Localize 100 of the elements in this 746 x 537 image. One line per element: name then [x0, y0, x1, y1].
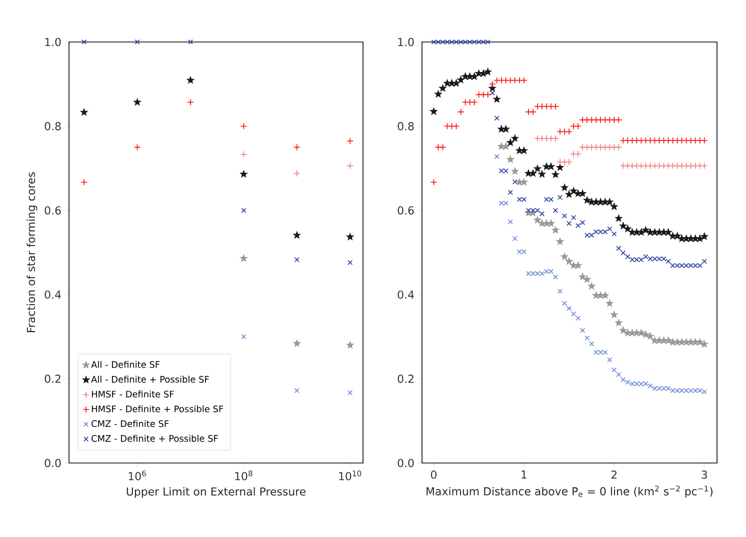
point — [187, 98, 194, 106]
point — [638, 329, 645, 336]
point — [188, 39, 194, 45]
point — [700, 162, 708, 170]
x-tick-label: 0 — [430, 470, 436, 479]
point — [293, 144, 300, 151]
point — [700, 340, 708, 348]
point — [692, 162, 699, 170]
point — [638, 162, 645, 170]
point — [241, 208, 246, 213]
point — [348, 260, 353, 266]
point — [80, 108, 88, 116]
point — [134, 39, 140, 45]
point — [597, 144, 604, 151]
point — [571, 311, 576, 317]
legend-label: HMSF - Definite + Possible SF — [92, 405, 224, 412]
point — [293, 340, 300, 346]
point — [293, 232, 300, 238]
y-tick-label: 0.2 — [398, 374, 414, 383]
point — [508, 219, 513, 224]
point — [556, 158, 564, 166]
point — [664, 336, 672, 344]
point — [610, 144, 618, 151]
point — [696, 162, 704, 170]
point — [240, 254, 248, 262]
x-tick-label: 1 — [522, 470, 526, 478]
point — [538, 134, 546, 142]
point — [502, 142, 510, 150]
point — [628, 162, 636, 170]
point — [682, 162, 690, 170]
point — [579, 144, 586, 151]
point — [682, 338, 690, 346]
y-tick-label: 0.4 — [44, 290, 61, 299]
point — [592, 144, 600, 151]
point — [346, 233, 354, 240]
x-tick-label: 10$^{8}$ — [235, 470, 252, 480]
point — [566, 158, 572, 166]
point — [687, 338, 694, 346]
point — [624, 162, 632, 170]
point — [562, 300, 568, 306]
point — [534, 216, 541, 224]
x-axis-title: Upper Limit on External Pressure — [126, 487, 306, 498]
point — [240, 122, 248, 130]
y-tick-label: 1.0 — [398, 38, 414, 46]
point — [687, 162, 694, 170]
point — [642, 162, 650, 170]
point — [80, 178, 88, 186]
y-tick-label: 0.2 — [44, 374, 60, 383]
y-tick-label: 0.0 — [44, 458, 61, 468]
point — [240, 170, 248, 178]
point — [552, 274, 558, 280]
point — [612, 367, 617, 373]
legend-label: HMSF - Definite SF — [92, 390, 174, 398]
point — [584, 276, 591, 282]
point — [589, 341, 594, 346]
point — [616, 372, 622, 378]
point — [561, 158, 568, 166]
point — [134, 98, 141, 106]
point — [543, 134, 550, 142]
point — [134, 144, 141, 151]
point — [512, 236, 518, 242]
x-tick-label: 3 — [702, 470, 707, 479]
x-tick-label: 2 — [611, 470, 617, 479]
point — [552, 226, 560, 234]
y-axis-title: Fraction of star forming cores — [26, 172, 38, 332]
point — [602, 292, 609, 298]
point — [293, 170, 300, 177]
point — [588, 282, 596, 290]
point — [646, 162, 654, 170]
point — [534, 134, 541, 142]
y-tick-label: 0.6 — [44, 206, 61, 215]
point — [664, 162, 672, 170]
point — [506, 156, 514, 162]
y-tick-label: 0.6 — [398, 206, 414, 215]
point — [516, 178, 523, 186]
point — [561, 253, 568, 260]
point — [187, 76, 194, 84]
text: Maximum Distance above P$_{e}$ = 0 line (km$^{2}$ s$^{−2}$ pc$^{−1}$) — [426, 486, 712, 498]
point — [584, 144, 591, 151]
point — [576, 316, 581, 321]
legend-label: CMZ - Definite + Possible SF — [92, 434, 218, 442]
point — [669, 338, 676, 346]
point — [566, 306, 572, 312]
y-tick-label: 0.8 — [44, 122, 61, 130]
point — [294, 257, 300, 262]
point — [574, 150, 582, 158]
legend-label: All - Definite SF — [91, 360, 160, 368]
point — [346, 341, 354, 348]
y-tick-label: 1.0 — [45, 38, 61, 46]
point — [584, 335, 590, 341]
point — [610, 311, 618, 318]
point — [615, 319, 622, 326]
point — [520, 178, 528, 186]
point — [348, 390, 353, 396]
y-tick-label: 0.8 — [398, 122, 414, 130]
point — [674, 338, 681, 346]
point — [646, 332, 654, 340]
point — [494, 154, 500, 160]
point — [660, 162, 668, 170]
point — [620, 326, 627, 334]
